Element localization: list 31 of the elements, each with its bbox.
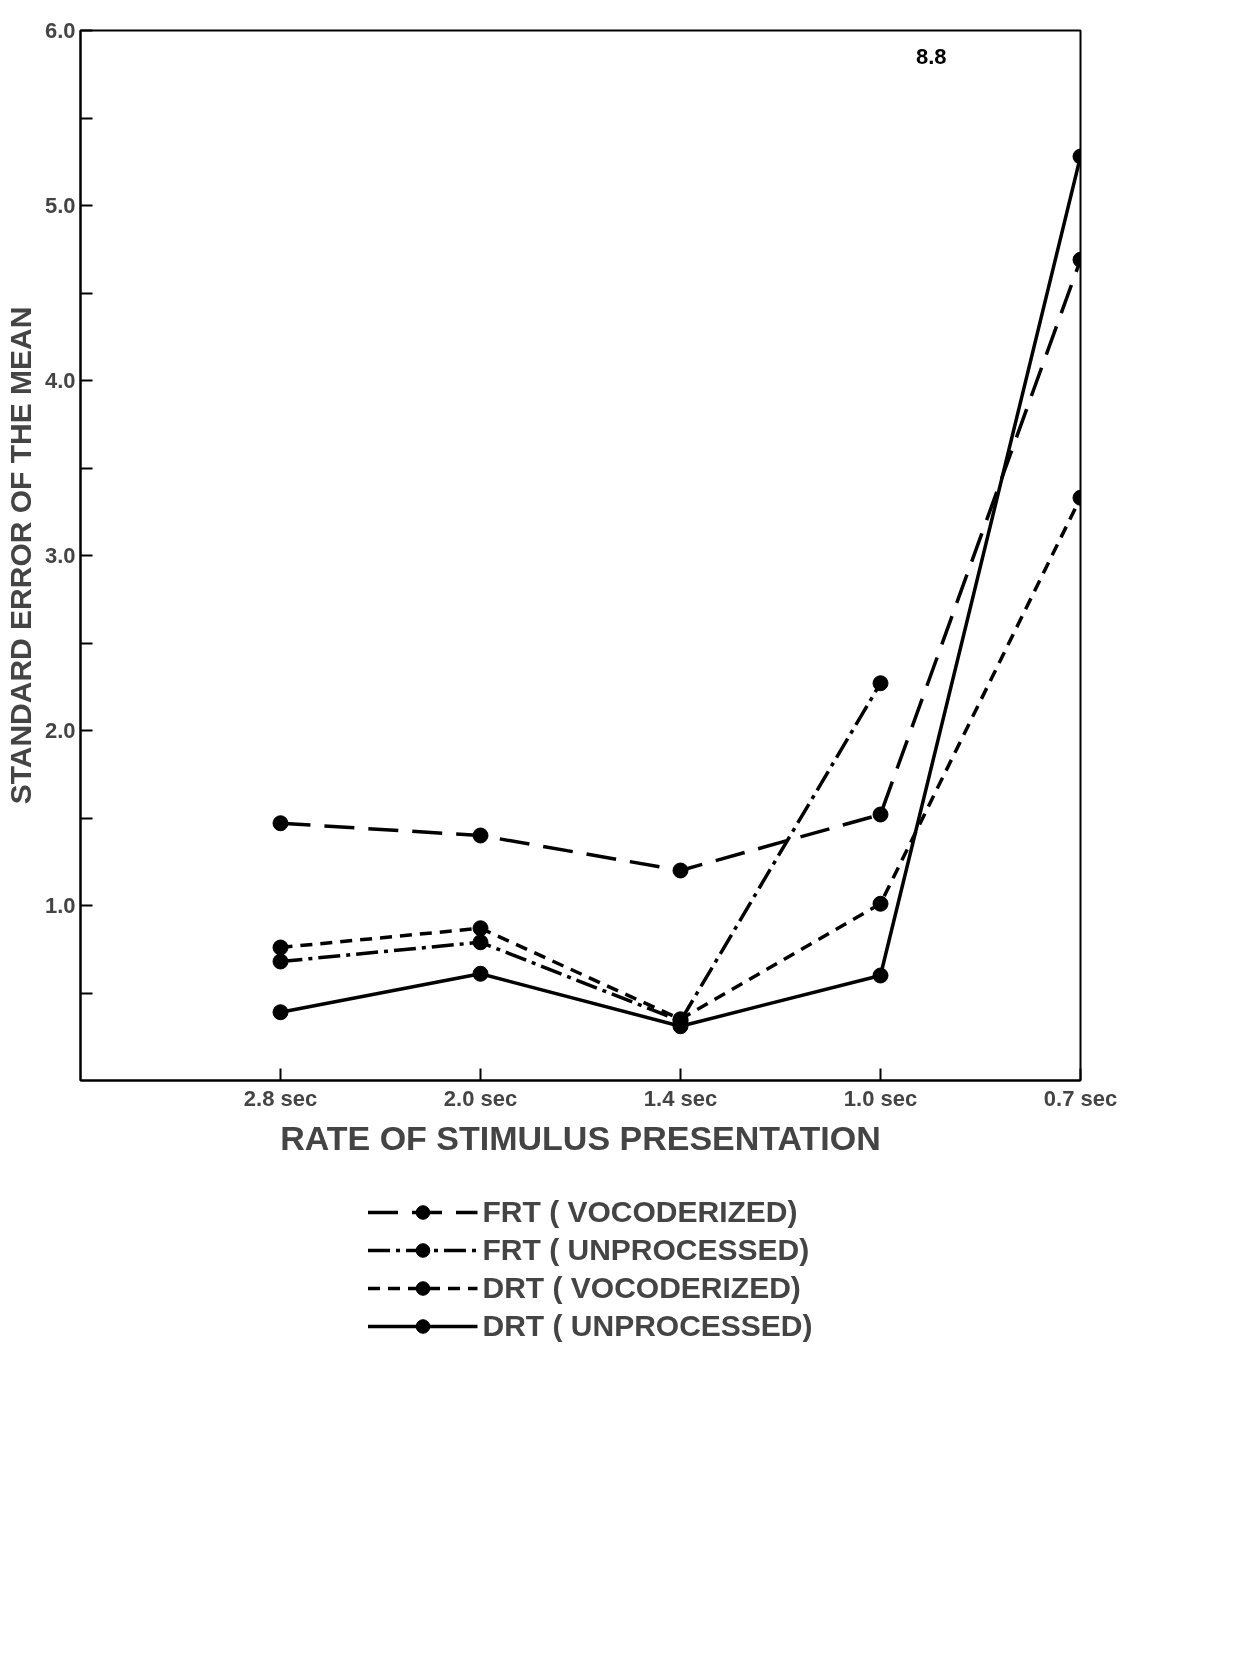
y-axis-title: STANDARD ERROR OF THE MEAN <box>3 306 37 805</box>
x-axis-title: RATE OF STIMULUS PRESENTATION <box>280 1118 881 1157</box>
y-tick-label: 3.0 <box>44 543 76 568</box>
point <box>472 934 489 951</box>
legend-label: FRT ( UNPROCESSED) <box>482 1233 810 1267</box>
x-tick-label: 2.8 sec <box>243 1085 318 1111</box>
y-tick-label: 5.0 <box>44 193 76 218</box>
y-tick-label: 2.0 <box>44 718 76 743</box>
point <box>272 953 289 970</box>
point <box>872 895 889 912</box>
legend-label: FRT ( VOCODERIZED) <box>482 1195 798 1229</box>
x-tick-label: 2.0 sec <box>443 1085 518 1111</box>
point <box>272 815 289 832</box>
annotation: 8.8 <box>915 43 947 69</box>
point <box>272 939 289 956</box>
point <box>472 827 489 844</box>
x-tick-label: 1.4 sec <box>643 1085 718 1111</box>
point <box>672 862 689 879</box>
x-tick-label: 0.7 sec <box>1043 1085 1118 1111</box>
point <box>472 920 489 937</box>
point <box>872 675 889 692</box>
y-tick-label: 1.0 <box>44 893 76 918</box>
legend-label: DRT ( VOCODERIZED) <box>482 1271 801 1305</box>
legend-label: DRT ( UNPROCESSED) <box>482 1309 813 1343</box>
y-tick-label: 4.0 <box>44 368 76 393</box>
point <box>272 1004 289 1021</box>
point <box>872 806 889 823</box>
point <box>472 965 489 982</box>
y-tick-label: 6.0 <box>44 18 76 43</box>
x-tick-label: 1.0 sec <box>843 1085 918 1111</box>
point <box>872 967 889 984</box>
